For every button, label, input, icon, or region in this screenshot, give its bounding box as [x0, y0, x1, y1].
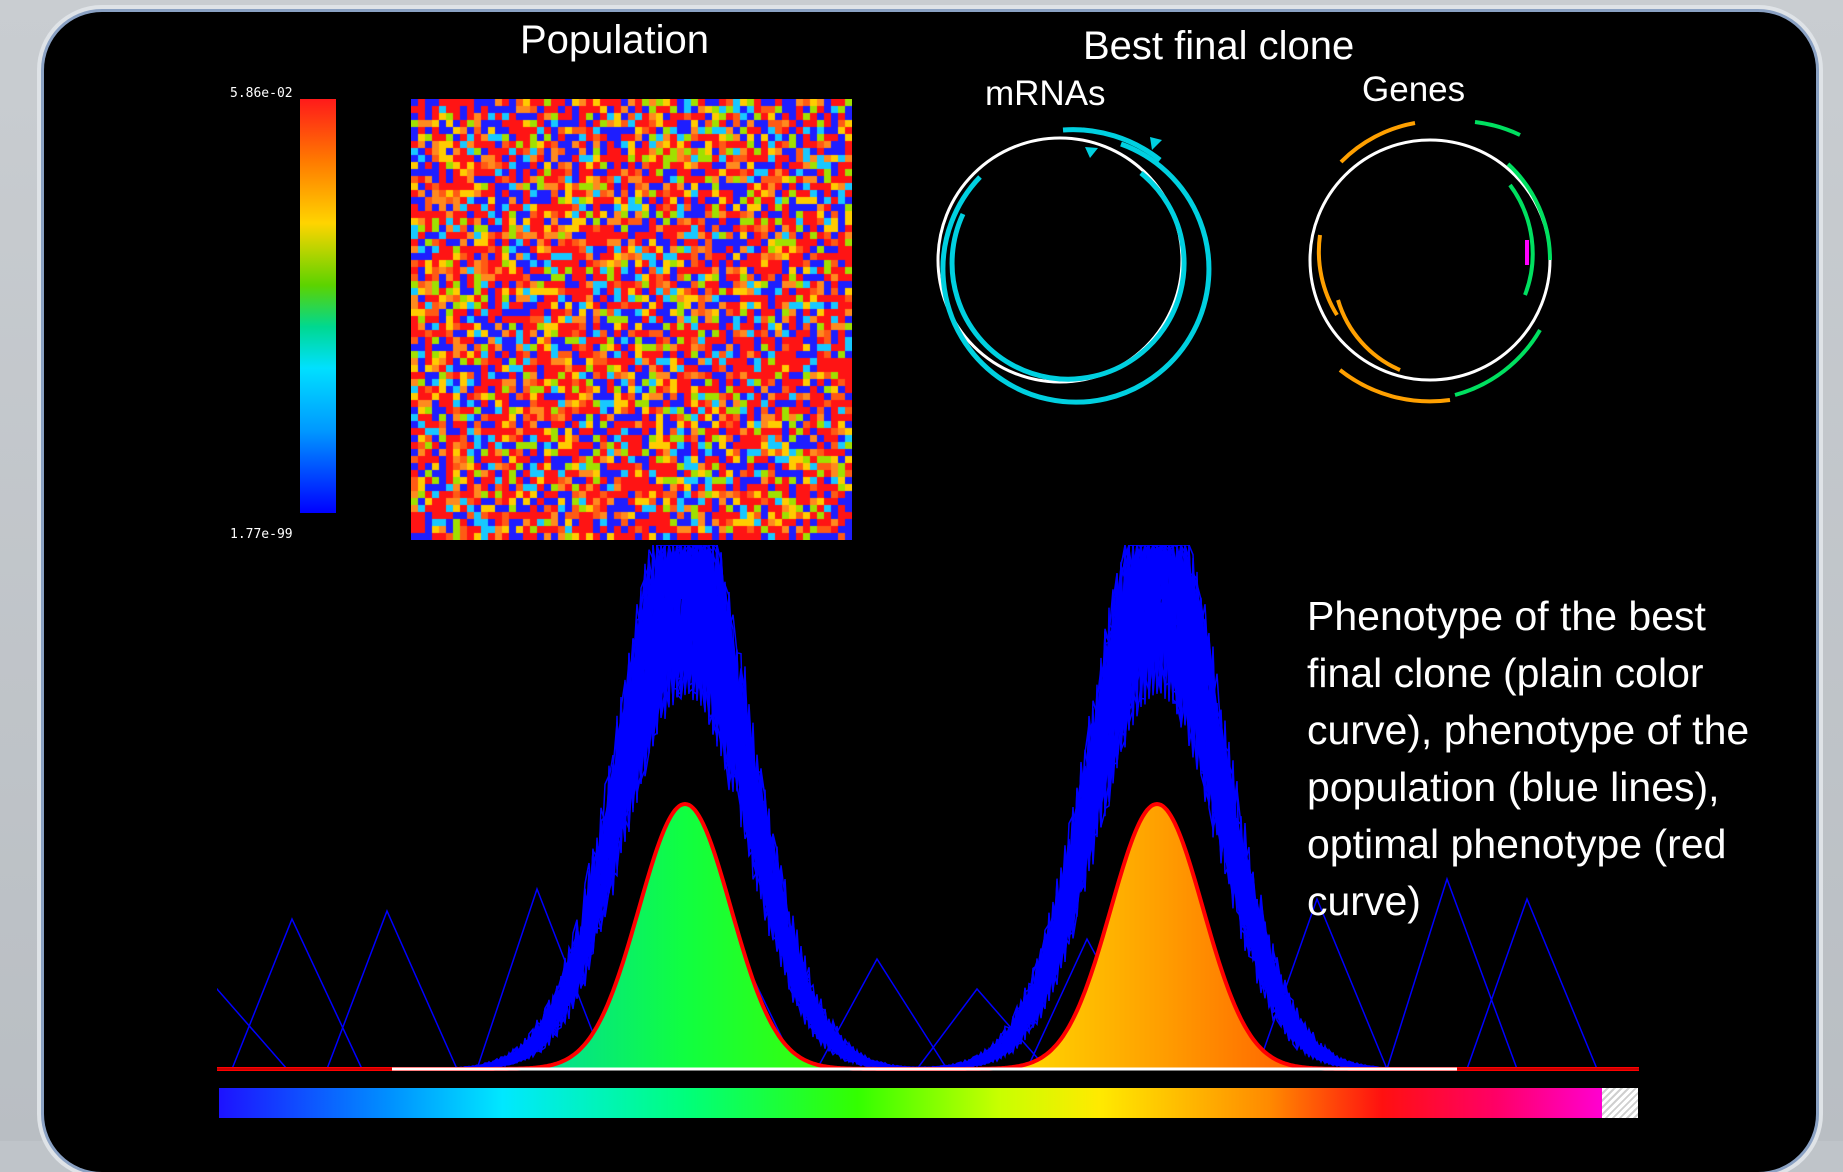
gene-genome-circle — [1308, 138, 1552, 382]
mrna-circle-diagram — [936, 127, 1212, 405]
population-line — [1466, 896, 1598, 1070]
gene-arc — [1336, 299, 1401, 372]
gene-arc — [1338, 368, 1451, 404]
mrnas-label: mRNAs — [985, 74, 1106, 113]
population-line — [916, 987, 1048, 1070]
phenotype-color-spectrum — [219, 1088, 1638, 1118]
phenotype-caption: Phenotype of the best final clone (plain… — [1307, 593, 1750, 924]
best-clone-circles — [936, 120, 1553, 405]
population-line — [326, 909, 458, 1070]
mrna-arc-top — [1062, 127, 1162, 162]
best-clone-phenotype-peak-1 — [525, 804, 845, 1069]
gene-arc — [1454, 328, 1542, 397]
colorbar-max-label: 5.86e-02 — [230, 86, 293, 101]
mrna-arrow-icon — [1150, 137, 1162, 150]
population-line — [1386, 876, 1518, 1070]
phenotype-plot — [217, 545, 1639, 1071]
spectrum-end-swatch — [1602, 1088, 1638, 1118]
gene-arc — [1339, 121, 1416, 164]
gene-arc — [1316, 234, 1339, 317]
gene-arc — [1506, 162, 1553, 261]
genes-label: Genes — [1362, 70, 1466, 109]
mrna-arc-outer — [940, 141, 1212, 405]
population-title: Population — [520, 18, 710, 62]
population-line — [816, 957, 948, 1070]
colorbar-min-label: 1.77e-99 — [230, 527, 293, 542]
gene-arc — [1474, 120, 1521, 137]
population-line — [1256, 896, 1388, 1070]
best-clone-phenotype-peak-2 — [997, 804, 1317, 1069]
gene-arc — [1508, 183, 1535, 296]
population-line — [217, 987, 288, 1070]
population-line — [231, 917, 363, 1070]
population-line — [476, 886, 608, 1070]
gene-circle-diagram — [1308, 120, 1553, 404]
population-heatmap — [411, 99, 852, 540]
mrna-arc-inner — [949, 171, 1187, 382]
fitness-colorbar — [300, 99, 336, 513]
best-final-clone-title: Best final clone — [1083, 24, 1355, 68]
mrna-arrow-icon — [1085, 147, 1098, 158]
